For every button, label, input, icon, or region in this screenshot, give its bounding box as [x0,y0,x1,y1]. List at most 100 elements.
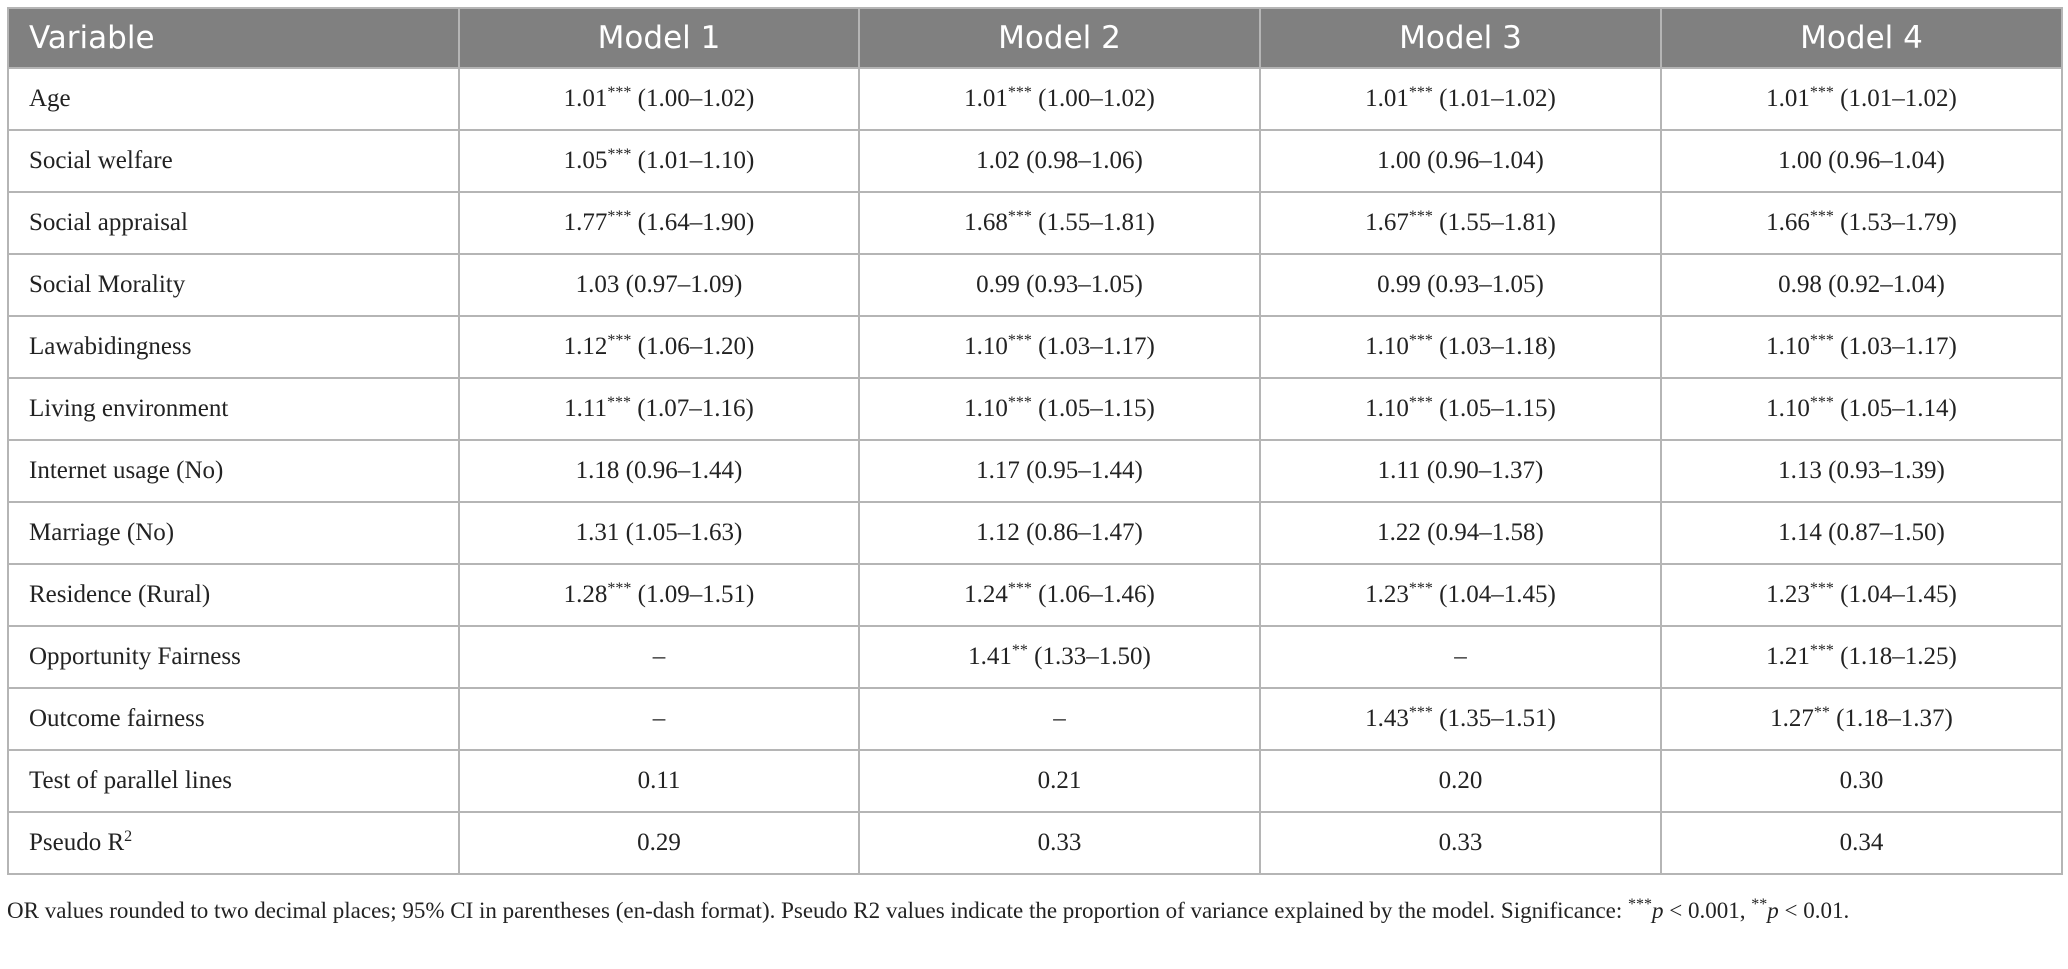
odds-ratio: 1.22 [1377,519,1421,546]
header-cell: Model 2 [858,7,1261,69]
table-cell: 1.00 (0.96–1.04) [1259,129,1662,193]
odds-ratio: 0.99 [1377,271,1421,298]
table-cell: 1.23*** (1.04–1.45) [1259,563,1662,627]
significance: *** [1007,332,1032,349]
footnote-text: ** [1751,896,1768,913]
table-cell: 1.12*** (1.06–1.20) [458,315,860,379]
label-text: Opportunity Fairness [29,643,241,670]
odds-ratio: 1.12 [976,519,1020,546]
cell-text: – [1454,643,1467,670]
table-cell: 0.29 [458,811,860,875]
label-text: Social welfare [29,147,173,174]
row-label: Social welfare [7,129,460,193]
odds-ratio: 1.03 [575,271,620,298]
odds-ratio: 1.02 [976,147,1020,174]
table-cell: 1.12 (0.86–1.47) [858,501,1261,565]
table-cell: 1.10*** (1.05–1.15) [1259,377,1662,441]
confidence-interval: (1.09–1.51) [637,581,755,608]
confidence-interval: (1.18–1.37) [1836,705,1953,732]
header-cell: Model 1 [458,7,860,69]
significance: *** [607,146,632,163]
label-text: Residence (Rural) [29,581,211,608]
row-label: Pseudo R2 [7,811,460,875]
label-text: Outcome fairness [29,705,205,732]
label-text: Lawabidingness [29,333,192,360]
confidence-interval: (1.55–1.81) [1038,209,1155,236]
table-row: Opportunity Fairness – 1.41** (1.33–1.50) –… [7,625,2063,689]
confidence-interval: (0.93–1.05) [1026,271,1143,298]
row-label: Social appraisal [7,191,460,255]
table-row: Lawabidingness 1.12*** (1.06–1.20) 1.10***… [7,315,2063,379]
odds-ratio: 0.98 [1778,271,1822,298]
confidence-interval: (1.01–1.10) [637,147,755,174]
table-row: Test of parallel lines 0.11 0.21 0.20 0.30 [7,749,2063,813]
table-cell: 1.68*** (1.55–1.81) [858,191,1261,255]
table-cell: 1.14 (0.87–1.50) [1660,501,2063,565]
significance: *** [1408,208,1433,225]
cell-text: 0.30 [1839,767,1884,794]
significance: *** [1408,580,1433,597]
significance: *** [1007,84,1032,101]
confidence-interval: (0.93–1.39) [1828,457,1945,484]
table-cell: 1.10*** (1.05–1.14) [1660,377,2063,441]
confidence-interval: (1.06–1.46) [1038,581,1155,608]
confidence-interval: (1.03–1.17) [1840,333,1957,360]
table-cell: 1.01*** (1.00–1.02) [858,67,1261,131]
odds-ratio: 1.00 [1377,147,1421,174]
odds-ratio: 1.66 [1766,209,1810,236]
confidence-interval: (0.98–1.06) [1026,147,1143,174]
odds-ratio: 1.01 [964,85,1008,112]
row-label: Marriage (No) [7,501,460,565]
cell-text: 0.20 [1438,767,1483,794]
significance: *** [607,208,632,225]
table-row: Outcome fairness – –1.43*** (1.35–1.51) 1.2… [7,687,2063,751]
significance: *** [1809,208,1834,225]
table-cell: 1.21*** (1.18–1.25) [1660,625,2063,689]
table-cell: 0.33 [858,811,1261,875]
confidence-interval: (1.04–1.45) [1840,581,1957,608]
table-cell: 1.41** (1.33–1.50) [858,625,1261,689]
odds-ratio: 1.10 [1766,333,1810,360]
confidence-interval: (1.18–1.25) [1840,643,1957,670]
label-text: Marriage (No) [29,519,175,546]
table-cell: 1.10*** (1.03–1.18) [1259,315,1662,379]
table-cell: 1.10*** (1.05–1.15) [858,377,1261,441]
confidence-interval: (1.35–1.51) [1439,705,1556,732]
table-cell: 1.10*** (1.03–1.17) [1660,315,2063,379]
table-cell: 0.11 [458,749,860,813]
odds-ratio: 1.24 [964,581,1008,608]
table-cell: 1.22 (0.94–1.58) [1259,501,1662,565]
significance: *** [1007,394,1032,411]
significance: *** [1408,84,1433,101]
table-cell: 0.98 (0.92–1.04) [1660,253,2063,317]
confidence-interval: (0.96–1.04) [1427,147,1544,174]
table-cell: 0.33 [1259,811,1662,875]
row-label: Residence (Rural) [7,563,460,627]
odds-ratio: 1.23 [1365,581,1409,608]
footnote: OR values rounded to two decimal places;… [7,892,2061,929]
table-cell: 1.13 (0.93–1.39) [1660,439,2063,503]
table-row: Marriage (No) 1.31 (1.05–1.63) 1.12 (0.86–… [7,501,2063,565]
confidence-interval: (0.93–1.05) [1427,271,1544,298]
row-label: Living environment [7,377,460,441]
significance: *** [1809,332,1834,349]
significance: ** [1011,642,1028,659]
confidence-interval: (1.00–1.02) [637,85,755,112]
confidence-interval: (1.03–1.18) [1439,333,1556,360]
table-cell: 1.23*** (1.04–1.45) [1660,563,2063,627]
header-cell: Model 4 [1660,7,2063,69]
table-cell: – [458,625,860,689]
confidence-interval: (0.95–1.44) [1026,457,1143,484]
table-cell: 0.30 [1660,749,2063,813]
significance: *** [1408,394,1433,411]
cell-text: 0.21 [1037,767,1082,794]
odds-ratio: 1.41 [968,643,1012,670]
table-cell: 1.18 (0.96–1.44) [458,439,860,503]
table-cell: 1.01*** (1.01–1.02) [1259,67,1662,131]
confidence-interval: (1.53–1.79) [1840,209,1957,236]
odds-ratio: 1.11 [564,395,607,422]
table-cell: 1.03 (0.97–1.09) [458,253,860,317]
table-row: Age 1.01*** (1.00–1.02) 1.01*** (1.00–1.02… [7,67,2063,131]
odds-ratio: 1.77 [563,209,608,236]
confidence-interval: (0.86–1.47) [1026,519,1143,546]
